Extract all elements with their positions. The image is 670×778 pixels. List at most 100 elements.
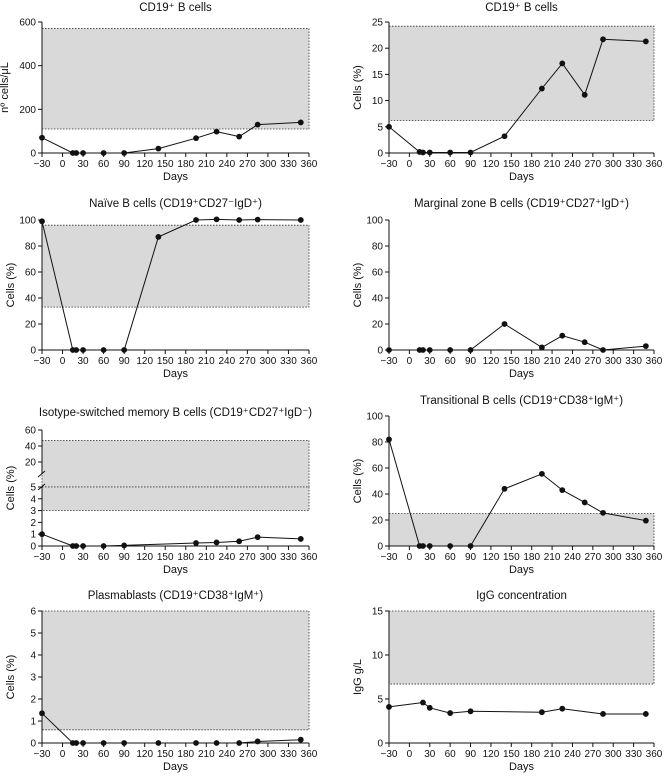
x-tick-label: 330 bbox=[625, 356, 642, 367]
data-point bbox=[600, 509, 606, 516]
data-point bbox=[100, 150, 107, 156]
x-tick-label: 30 bbox=[424, 356, 436, 367]
x-axis-label: Days bbox=[509, 368, 535, 380]
x-tick-label: 30 bbox=[78, 159, 90, 170]
x-tick-label: 30 bbox=[424, 552, 436, 563]
x-tick-label: 360 bbox=[646, 552, 663, 563]
data-point bbox=[80, 543, 86, 549]
x-tick-label: 210 bbox=[198, 159, 215, 170]
data-point bbox=[73, 740, 80, 746]
x-tick-label: 120 bbox=[483, 159, 500, 170]
data-point bbox=[559, 487, 566, 493]
data-point bbox=[297, 536, 304, 542]
chart-c3: Naïve B cells (CD19⁺CD27⁻IgD⁺)−30 0 30 60 90… bbox=[5, 198, 318, 380]
y-tick-label: 0 bbox=[30, 542, 36, 553]
x-tick-label: 210 bbox=[198, 749, 215, 760]
chart-title: IgG concentration bbox=[476, 590, 567, 602]
x-tick-label: 0 bbox=[60, 552, 66, 563]
data-point bbox=[213, 128, 220, 135]
x-tick-label: 300 bbox=[260, 356, 277, 367]
x-tick-label: 60 bbox=[98, 356, 110, 367]
data-point bbox=[642, 711, 649, 717]
x-tick-label: 360 bbox=[646, 749, 663, 760]
y-axis-label: Cells (%) bbox=[352, 263, 364, 308]
chart-title: Transitional B cells (CD19⁺CD38⁺IgM⁺) bbox=[420, 395, 623, 407]
y-tick-label: 0 bbox=[377, 346, 383, 357]
x-tick-label: 360 bbox=[301, 552, 318, 563]
y-tick-label: 4 bbox=[30, 494, 36, 505]
x-tick-label: 90 bbox=[465, 749, 477, 760]
data-point bbox=[426, 347, 433, 353]
chart-c8: IgG concentration−30 0 30 60 90 120 150 180 210 2… bbox=[352, 590, 663, 773]
chart-title: CD19⁺ B cells bbox=[485, 2, 558, 14]
reference-band bbox=[388, 513, 655, 547]
chart-title: Marginal zone B cells (CD19⁺CD27⁺IgD⁺) bbox=[414, 198, 629, 210]
x-tick-label: 150 bbox=[157, 552, 174, 563]
y-tick-label: 20 bbox=[25, 320, 37, 331]
y-tick-label: 15 bbox=[372, 70, 384, 81]
x-tick-label: 90 bbox=[119, 552, 131, 563]
x-tick-label: 210 bbox=[544, 749, 561, 760]
data-point bbox=[642, 343, 649, 349]
data-point bbox=[420, 699, 426, 706]
reference-band bbox=[388, 610, 655, 685]
chart-title: Naïve B cells (CD19⁺CD27⁻IgD⁺) bbox=[89, 198, 262, 210]
y-tick-label: 0 bbox=[30, 739, 36, 750]
data-point bbox=[236, 538, 243, 545]
data-point bbox=[386, 123, 392, 130]
y-tick-label: 200 bbox=[19, 105, 36, 116]
data-point bbox=[501, 133, 508, 140]
data-point bbox=[642, 38, 649, 45]
y-tick-label: 60 bbox=[25, 268, 37, 279]
data-point bbox=[121, 542, 128, 549]
x-tick-label: 330 bbox=[625, 749, 642, 760]
data-point bbox=[467, 708, 474, 715]
y-tick-label: 80 bbox=[372, 438, 384, 449]
data-point bbox=[254, 216, 261, 223]
x-tick-label: 270 bbox=[585, 356, 602, 367]
x-tick-label: −30 bbox=[34, 552, 51, 563]
x-tick-label: 60 bbox=[445, 356, 457, 367]
y-axis-label: Cells (%) bbox=[5, 263, 17, 308]
x-tick-label: 180 bbox=[523, 356, 540, 367]
data-point bbox=[447, 543, 454, 549]
data-point bbox=[420, 347, 426, 353]
y-tick-label: 40 bbox=[372, 294, 384, 305]
x-tick-label: 210 bbox=[198, 356, 215, 367]
y-tick-label: 20 bbox=[372, 516, 384, 527]
y-tick-label: 1 bbox=[30, 717, 36, 728]
data-point bbox=[73, 543, 80, 549]
data-point bbox=[581, 499, 588, 506]
y-tick-label: 25 bbox=[372, 18, 384, 29]
y-tick-label: 60 bbox=[372, 268, 384, 279]
data-point bbox=[193, 135, 199, 142]
x-tick-label: 120 bbox=[136, 356, 153, 367]
y-tick-label: 20 bbox=[372, 320, 384, 331]
x-tick-label: 0 bbox=[407, 552, 413, 563]
x-tick-label: 210 bbox=[544, 356, 561, 367]
data-point bbox=[538, 85, 545, 92]
data-point bbox=[100, 347, 107, 353]
x-tick-label: 60 bbox=[98, 749, 110, 760]
x-tick-label: 330 bbox=[625, 159, 642, 170]
chart-title: CD19⁺ B cells bbox=[139, 2, 212, 14]
x-tick-label: 180 bbox=[523, 552, 540, 563]
y-tick-label: 3 bbox=[30, 506, 36, 517]
y-tick-label: 100 bbox=[366, 412, 383, 423]
x-tick-label: 360 bbox=[646, 159, 663, 170]
y-axis-label: Cells (%) bbox=[352, 65, 364, 110]
x-tick-label: 0 bbox=[407, 749, 413, 760]
y-tick-label: 15 bbox=[372, 607, 384, 618]
data-point bbox=[155, 234, 162, 240]
x-tick-label: 270 bbox=[239, 552, 256, 563]
x-axis-label: Days bbox=[163, 171, 189, 183]
x-axis-label: Days bbox=[509, 564, 535, 576]
x-tick-label: 30 bbox=[424, 159, 436, 170]
x-tick-label: 210 bbox=[544, 159, 561, 170]
x-tick-label: 300 bbox=[260, 552, 277, 563]
reference-band bbox=[388, 25, 655, 121]
data-point bbox=[39, 531, 45, 538]
y-tick-label: 6 bbox=[30, 607, 36, 618]
data-point bbox=[426, 704, 433, 711]
y-tick-label: 0 bbox=[30, 346, 36, 357]
